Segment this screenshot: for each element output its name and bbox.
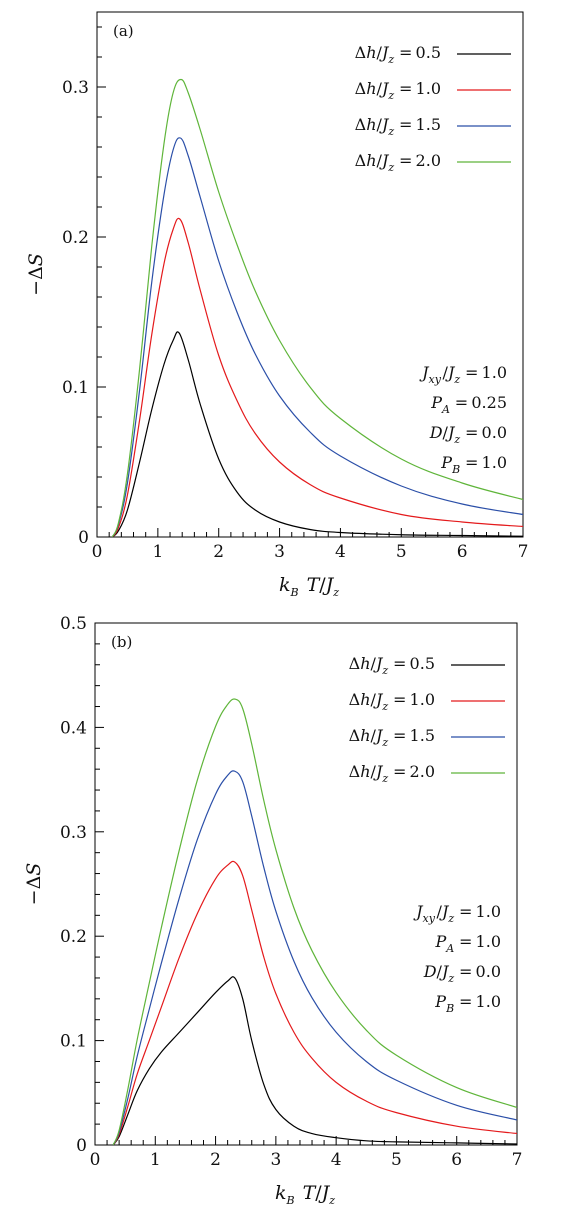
series-line-2 xyxy=(112,860,517,1145)
parameter-label-4: PB = 1.0 xyxy=(440,453,507,476)
x-tick-label: 6 xyxy=(457,542,468,562)
y-tick-label: 0.1 xyxy=(62,378,89,398)
y-tick-label: 0.2 xyxy=(62,228,89,248)
y-tick-label: 0.3 xyxy=(60,823,87,843)
x-axis-title: kB T/Jz xyxy=(279,574,341,599)
y-tick-label: 0.4 xyxy=(60,718,87,738)
legend-label-1: Δh/Jz = 0.5 xyxy=(355,43,441,66)
series-line-2 xyxy=(111,217,523,537)
x-tick-label: 1 xyxy=(150,1150,161,1170)
x-axis-title: kB T/Jz xyxy=(275,1182,337,1207)
y-axis-title-group: −ΔS xyxy=(25,253,47,296)
legend-label-3: Δh/Jz = 1.5 xyxy=(349,726,435,749)
x-tick-label: 3 xyxy=(270,1150,281,1170)
chart-panel-b: 0 1 2 3 4 5 6 7 0 0.1 0.2 0.3 0.4 0.5 kB T/Jz −ΔS (b) Δh… xyxy=(23,614,522,1207)
legend-label-3: Δh/Jz = 1.5 xyxy=(355,115,441,138)
panel-label: (b) xyxy=(111,633,132,651)
series-line-4 xyxy=(112,698,517,1145)
x-tick-label: 2 xyxy=(210,1150,221,1170)
legend-label-4: Δh/Jz = 2.0 xyxy=(355,151,441,174)
x-tick-label: 2 xyxy=(213,542,224,562)
parameter-label-3: D/Jz = 0.0 xyxy=(429,423,507,446)
y-axis-title: −ΔS xyxy=(23,863,45,906)
y-tick-label: 0.2 xyxy=(60,927,87,947)
panel-label: (a) xyxy=(113,22,134,40)
x-tick-label: 3 xyxy=(274,542,285,562)
parameter-label-1: Jxy /Jz = 1.0 xyxy=(413,902,501,925)
legend-label-4: Δh/Jz = 2.0 xyxy=(349,762,435,785)
plot-frame xyxy=(94,622,518,1146)
legend-label-2: Δh/Jz = 1.0 xyxy=(355,79,441,102)
x-tick-label: 5 xyxy=(391,1150,402,1170)
y-axis-title: −ΔS xyxy=(25,253,47,296)
series-line-4 xyxy=(111,78,523,537)
x-tick-label: 4 xyxy=(331,1150,342,1170)
x-tick-label: 5 xyxy=(396,542,407,562)
chart-panel-a: 0 1 2 3 4 5 6 7 0 0.1 0.2 0.3 kB T/Jz −ΔS (a) Δh/Jz = … xyxy=(25,11,529,599)
series-line-1 xyxy=(112,976,517,1145)
x-tick-label: 6 xyxy=(451,1150,462,1170)
x-tick-label: 7 xyxy=(518,542,529,562)
plot-frame xyxy=(96,11,524,538)
x-tick-label: 0 xyxy=(90,1150,101,1170)
x-tick-label: 0 xyxy=(92,542,103,562)
y-axis-title-group: −ΔS xyxy=(23,863,45,906)
y-tick-label: 0.1 xyxy=(60,1032,87,1052)
y-tick-label: 0.5 xyxy=(60,614,87,634)
parameter-label-3: D/Jz = 0.0 xyxy=(423,962,501,985)
y-tick-label: 0 xyxy=(76,1136,87,1156)
parameter-label-1: Jxy /Jz = 1.0 xyxy=(419,363,507,386)
y-tick-label: 0.3 xyxy=(62,78,89,98)
x-tick-label: 7 xyxy=(512,1150,523,1170)
series-line-3 xyxy=(111,137,523,537)
x-tick-label: 4 xyxy=(335,542,346,562)
x-tick-label: 1 xyxy=(152,542,163,562)
legend-label-2: Δh/Jz = 1.0 xyxy=(349,690,435,713)
legend-label-1: Δh/Jz = 0.5 xyxy=(349,654,435,677)
y-tick-label: 0 xyxy=(78,528,89,548)
series-line-3 xyxy=(112,770,517,1145)
series-line-1 xyxy=(111,331,523,537)
parameter-label-2: PA = 0.25 xyxy=(430,393,507,416)
parameter-label-4: PB = 1.0 xyxy=(434,992,501,1015)
parameter-label-2: PA = 1.0 xyxy=(434,932,501,955)
